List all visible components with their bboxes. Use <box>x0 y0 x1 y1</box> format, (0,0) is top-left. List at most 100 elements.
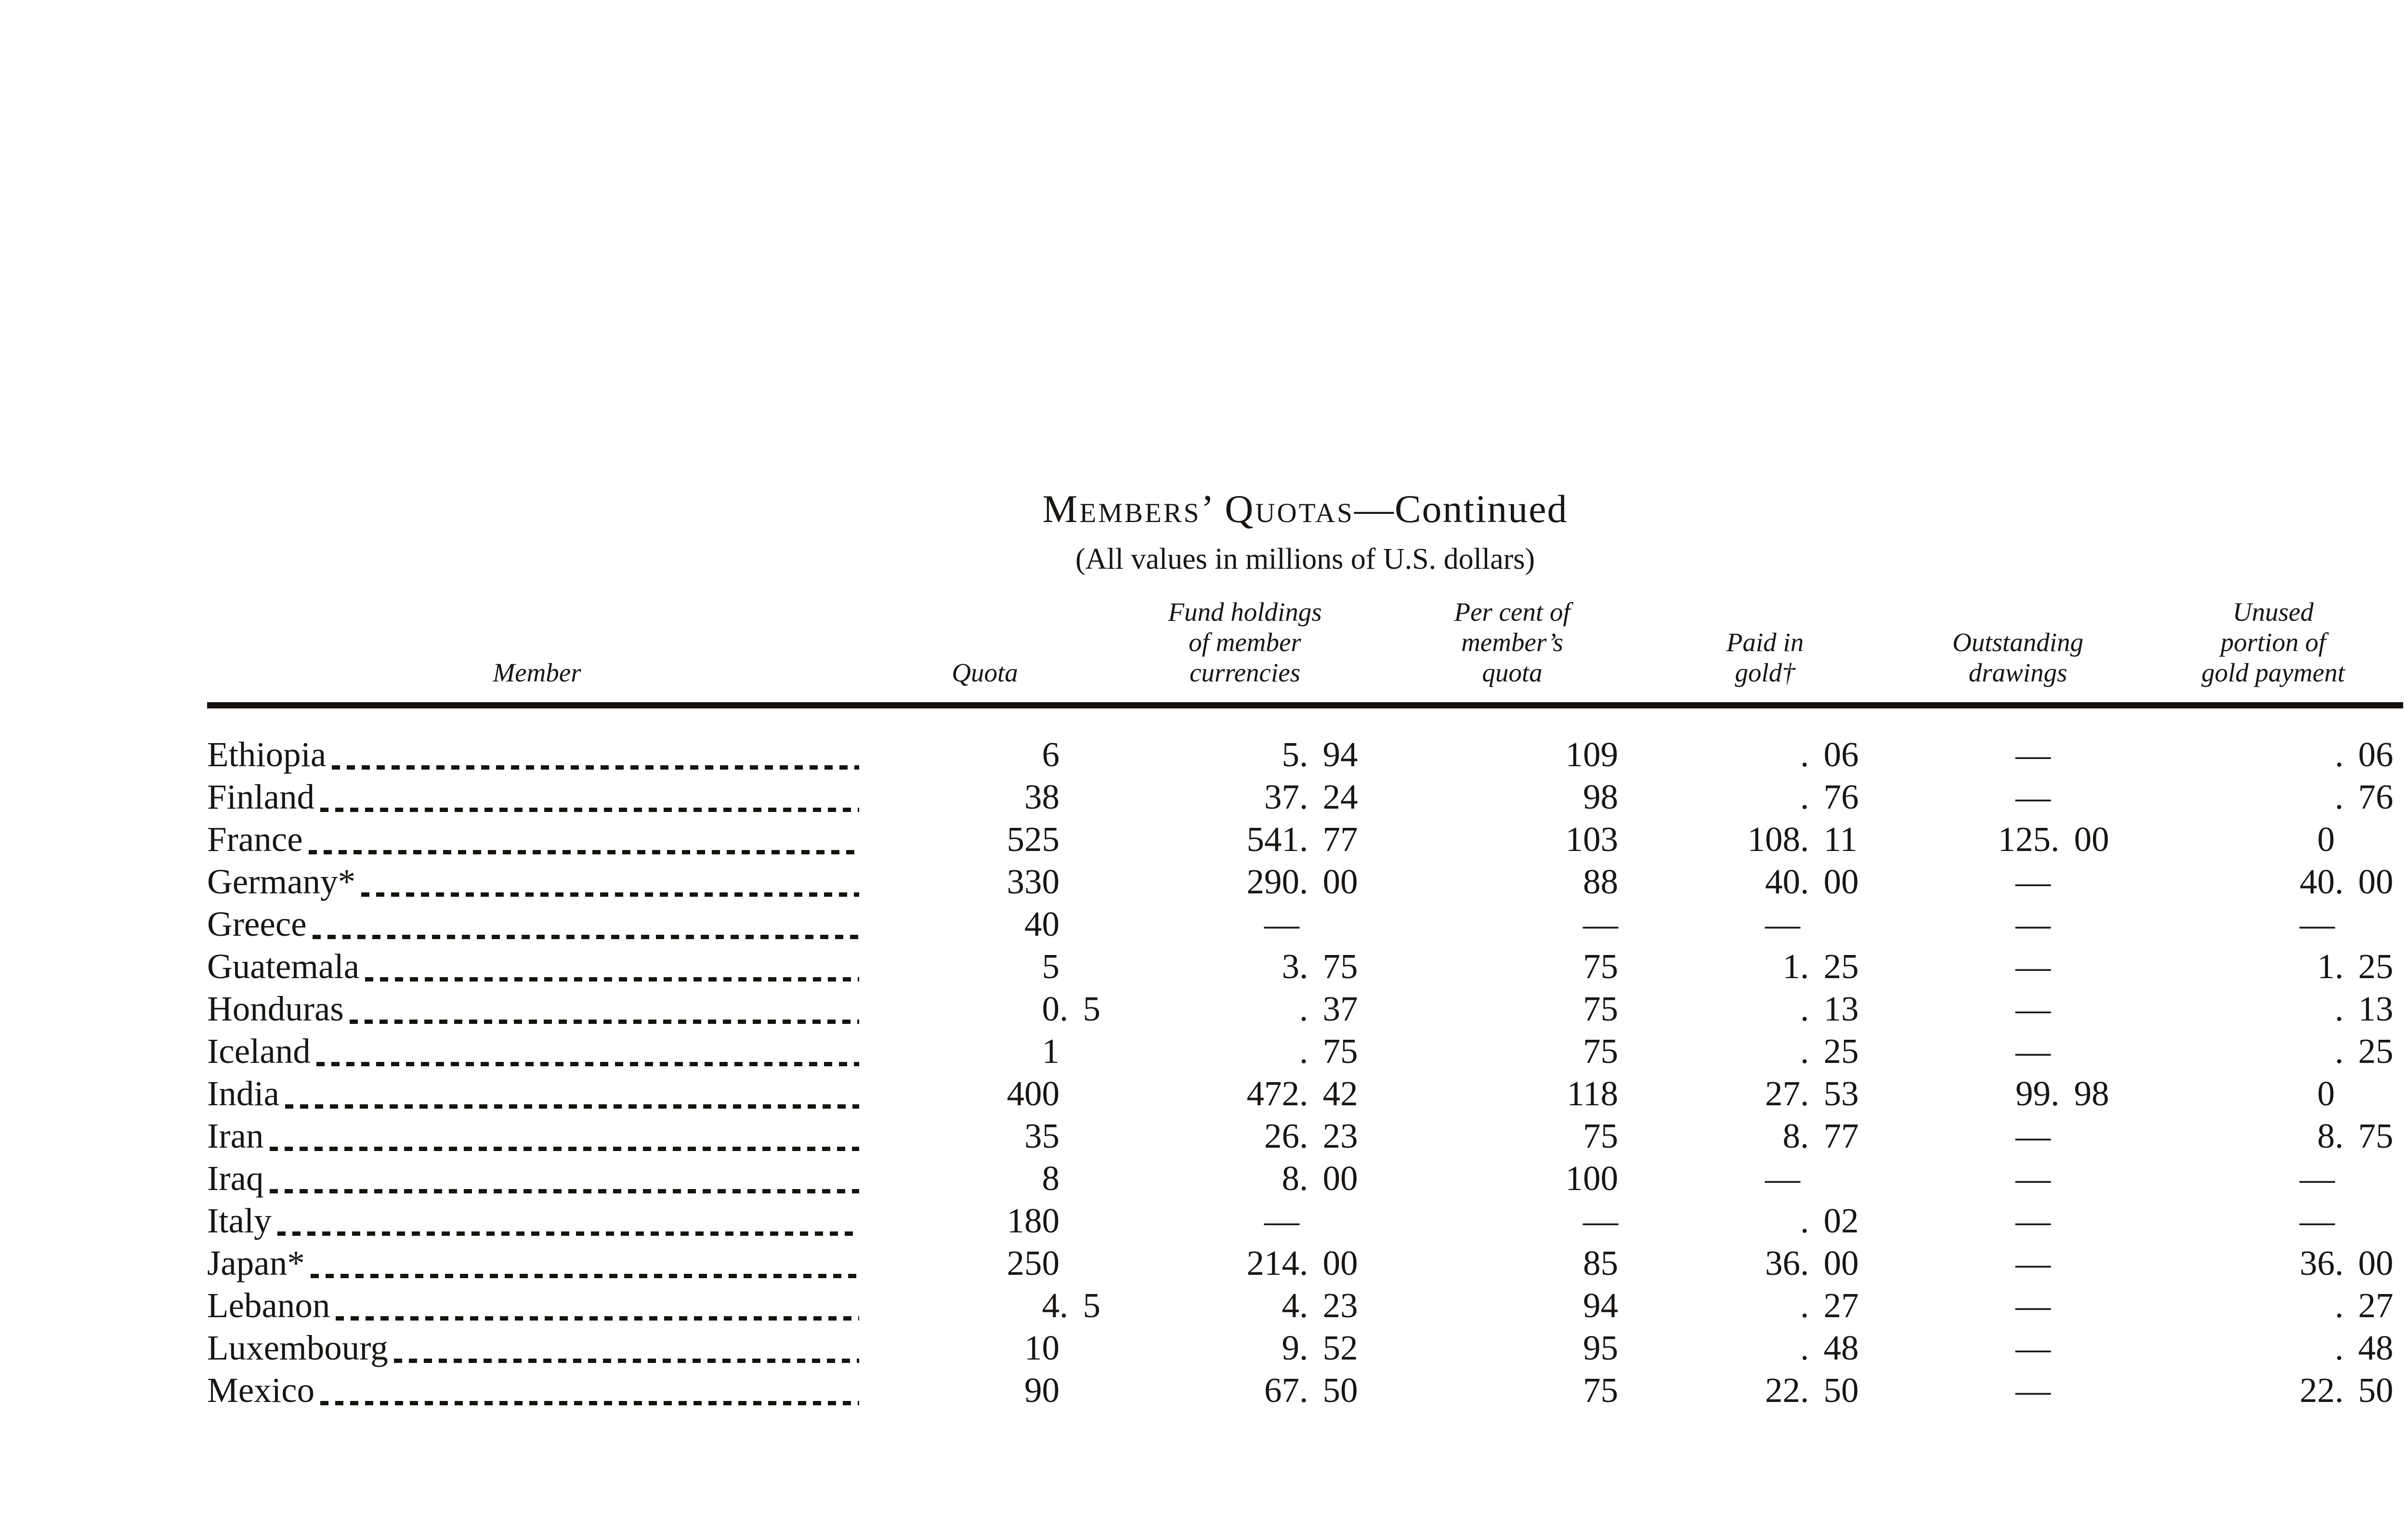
value-integer-part: 5 <box>1282 735 1300 774</box>
value-integer-part: — <box>1264 1201 1299 1240</box>
value-fraction-part: . 00 <box>1800 1243 1859 1282</box>
outstanding-cell: — <box>1893 733 2143 776</box>
value-fraction-part: . 5 <box>1060 1286 1100 1325</box>
table-body: Ethiopia 6 5. 94 109. 06—. 06 Finland 38 37. 2… <box>207 733 2403 1412</box>
page-number: 1630 <box>2407 141 2408 227</box>
member-name: Germany* <box>207 862 356 901</box>
dotted-leader <box>393 1359 859 1363</box>
paid-in-gold-cell: . 06 <box>1637 733 1893 776</box>
value-fraction-part: . 00 <box>1299 1159 1358 1198</box>
value-fraction-part: . 37 <box>1299 989 1358 1028</box>
fund-holdings-cell: 472. 42 <box>1103 1073 1387 1115</box>
table-title-continued: —Continued <box>1354 487 1568 531</box>
value-fraction-part <box>1299 903 1368 945</box>
value-fraction-part <box>1800 1157 1869 1200</box>
outstanding-cell: — <box>1893 1284 2143 1327</box>
value-fraction-part <box>2051 1200 2119 1242</box>
value-integer-part: 214 <box>1246 1243 1300 1282</box>
value-fraction-part: . 02 <box>1800 1201 1859 1240</box>
value-integer-part: 290 <box>1246 862 1300 901</box>
member-cell: Finland <box>207 776 867 818</box>
dotted-leader <box>349 1020 859 1024</box>
unused-cell: . 25 <box>2143 1030 2403 1073</box>
value-fraction-part: . 00 <box>2335 862 2394 901</box>
column-header-paid_in_gold: Paid in gold† <box>1726 628 1804 687</box>
dotted-leader <box>312 935 859 939</box>
value-fraction-part: . 27 <box>2335 1286 2394 1325</box>
unused-cell: 40. 00 <box>2143 861 2403 903</box>
fund-holdings-cell: . 75 <box>1103 1030 1387 1073</box>
member-cell: Mexico <box>207 1369 867 1412</box>
table-row: Iceland 1 . 75 75 . 25 — . 25 <box>207 1030 2403 1073</box>
value-fraction-part <box>2051 1284 2119 1327</box>
outstanding-cell: — <box>1893 776 2143 818</box>
per-cent-cell: 75 <box>1387 988 1637 1030</box>
value-fraction-part: . 76 <box>1800 777 1859 816</box>
dotted-leader <box>332 765 859 770</box>
value-fraction-part <box>2051 1369 2119 1412</box>
value-integer-part: 109 <box>1565 735 1619 774</box>
value-integer-part: 1 <box>2317 947 2335 986</box>
value-fraction-part <box>2051 945 2119 988</box>
value-integer-part: 67 <box>1264 1371 1299 1410</box>
table-title: Members’ Quotas—Continued <box>207 486 2403 532</box>
outstanding-cell: — <box>1893 1242 2143 1284</box>
value-fraction-part: . 00 <box>2335 1243 2394 1282</box>
value-integer-part: 37 <box>1264 777 1299 816</box>
value-fraction-part: . 53 <box>1800 1074 1859 1113</box>
value-integer-part: 40 <box>1765 862 1800 901</box>
member-cell: Germany* <box>207 861 867 903</box>
value-fraction-part <box>1060 1073 1103 1115</box>
value-integer-part: 4 <box>1282 1286 1300 1325</box>
column-header-outstanding: Outstanding drawings <box>1952 628 2083 687</box>
value-integer-part: 525 <box>1007 820 1060 859</box>
table-row: Germany* 330 290. 00 88 40. 00—40. 00 <box>207 861 2403 903</box>
value-fraction-part <box>2051 1327 2119 1369</box>
value-integer-part: 180 <box>1007 1201 1060 1240</box>
value-fraction-part: . 06 <box>1800 735 1859 774</box>
value-integer-part: 8 <box>1042 1159 1060 1198</box>
outstanding-cell: — <box>1893 1200 2143 1242</box>
value-integer-part: — <box>2015 947 2051 986</box>
member-name: France <box>207 820 303 859</box>
dotted-leader <box>269 1147 859 1151</box>
value-fraction-part <box>1060 1030 1103 1073</box>
per-cent-cell: 75 <box>1387 945 1637 988</box>
value-integer-part: — <box>2015 1328 2051 1367</box>
quota-cell: 0. 5 <box>867 988 1103 1030</box>
value-integer-part: — <box>2015 1371 2051 1410</box>
member-cell: Guatemala <box>207 945 867 988</box>
fund-holdings-cell: 9. 52 <box>1103 1327 1387 1369</box>
value-fraction-part: . 27 <box>1800 1286 1859 1325</box>
value-fraction-part: . 42 <box>1299 1074 1358 1113</box>
value-integer-part: 22 <box>2300 1371 2335 1410</box>
member-cell: Lebanon <box>207 1284 867 1327</box>
table-row: Greece 40 — — — — — <box>207 903 2403 945</box>
unused-cell: 0 <box>2143 818 2403 861</box>
value-integer-part: 27 <box>1765 1074 1800 1113</box>
value-fraction-part <box>1060 861 1103 903</box>
value-fraction-part <box>1060 903 1103 945</box>
paid-in-gold-cell: — <box>1637 903 1893 945</box>
value-integer-part: 118 <box>1567 1074 1618 1113</box>
paid-in-gold-cell: 108. 11 <box>1637 818 1893 861</box>
unused-cell: . 76 <box>2143 776 2403 818</box>
dotted-leader <box>285 1104 859 1109</box>
column-header-unused: Unused portion of gold payment <box>2201 597 2345 687</box>
per-cent-cell: 100 <box>1387 1157 1637 1200</box>
fund-holdings-cell: 8. 00 <box>1103 1157 1387 1200</box>
dotted-leader <box>361 892 859 897</box>
value-integer-part: 5 <box>1042 947 1060 986</box>
value-integer-part: — <box>2015 1201 2051 1240</box>
value-integer-part: — <box>1765 904 1800 943</box>
fund-holdings-cell: 541. 77 <box>1103 818 1387 861</box>
member-cell: Luxembourg <box>207 1327 867 1369</box>
outstanding-cell: — <box>1893 1369 2143 1412</box>
value-integer-part: 1 <box>1782 947 1801 986</box>
fund-holdings-cell: 3. 75 <box>1103 945 1387 988</box>
fund-holdings-cell: — <box>1103 903 1387 945</box>
member-name: Japan* <box>207 1243 305 1282</box>
value-integer-part: 8 <box>2317 1116 2335 1155</box>
column-header-quota: Quota <box>952 658 1018 687</box>
